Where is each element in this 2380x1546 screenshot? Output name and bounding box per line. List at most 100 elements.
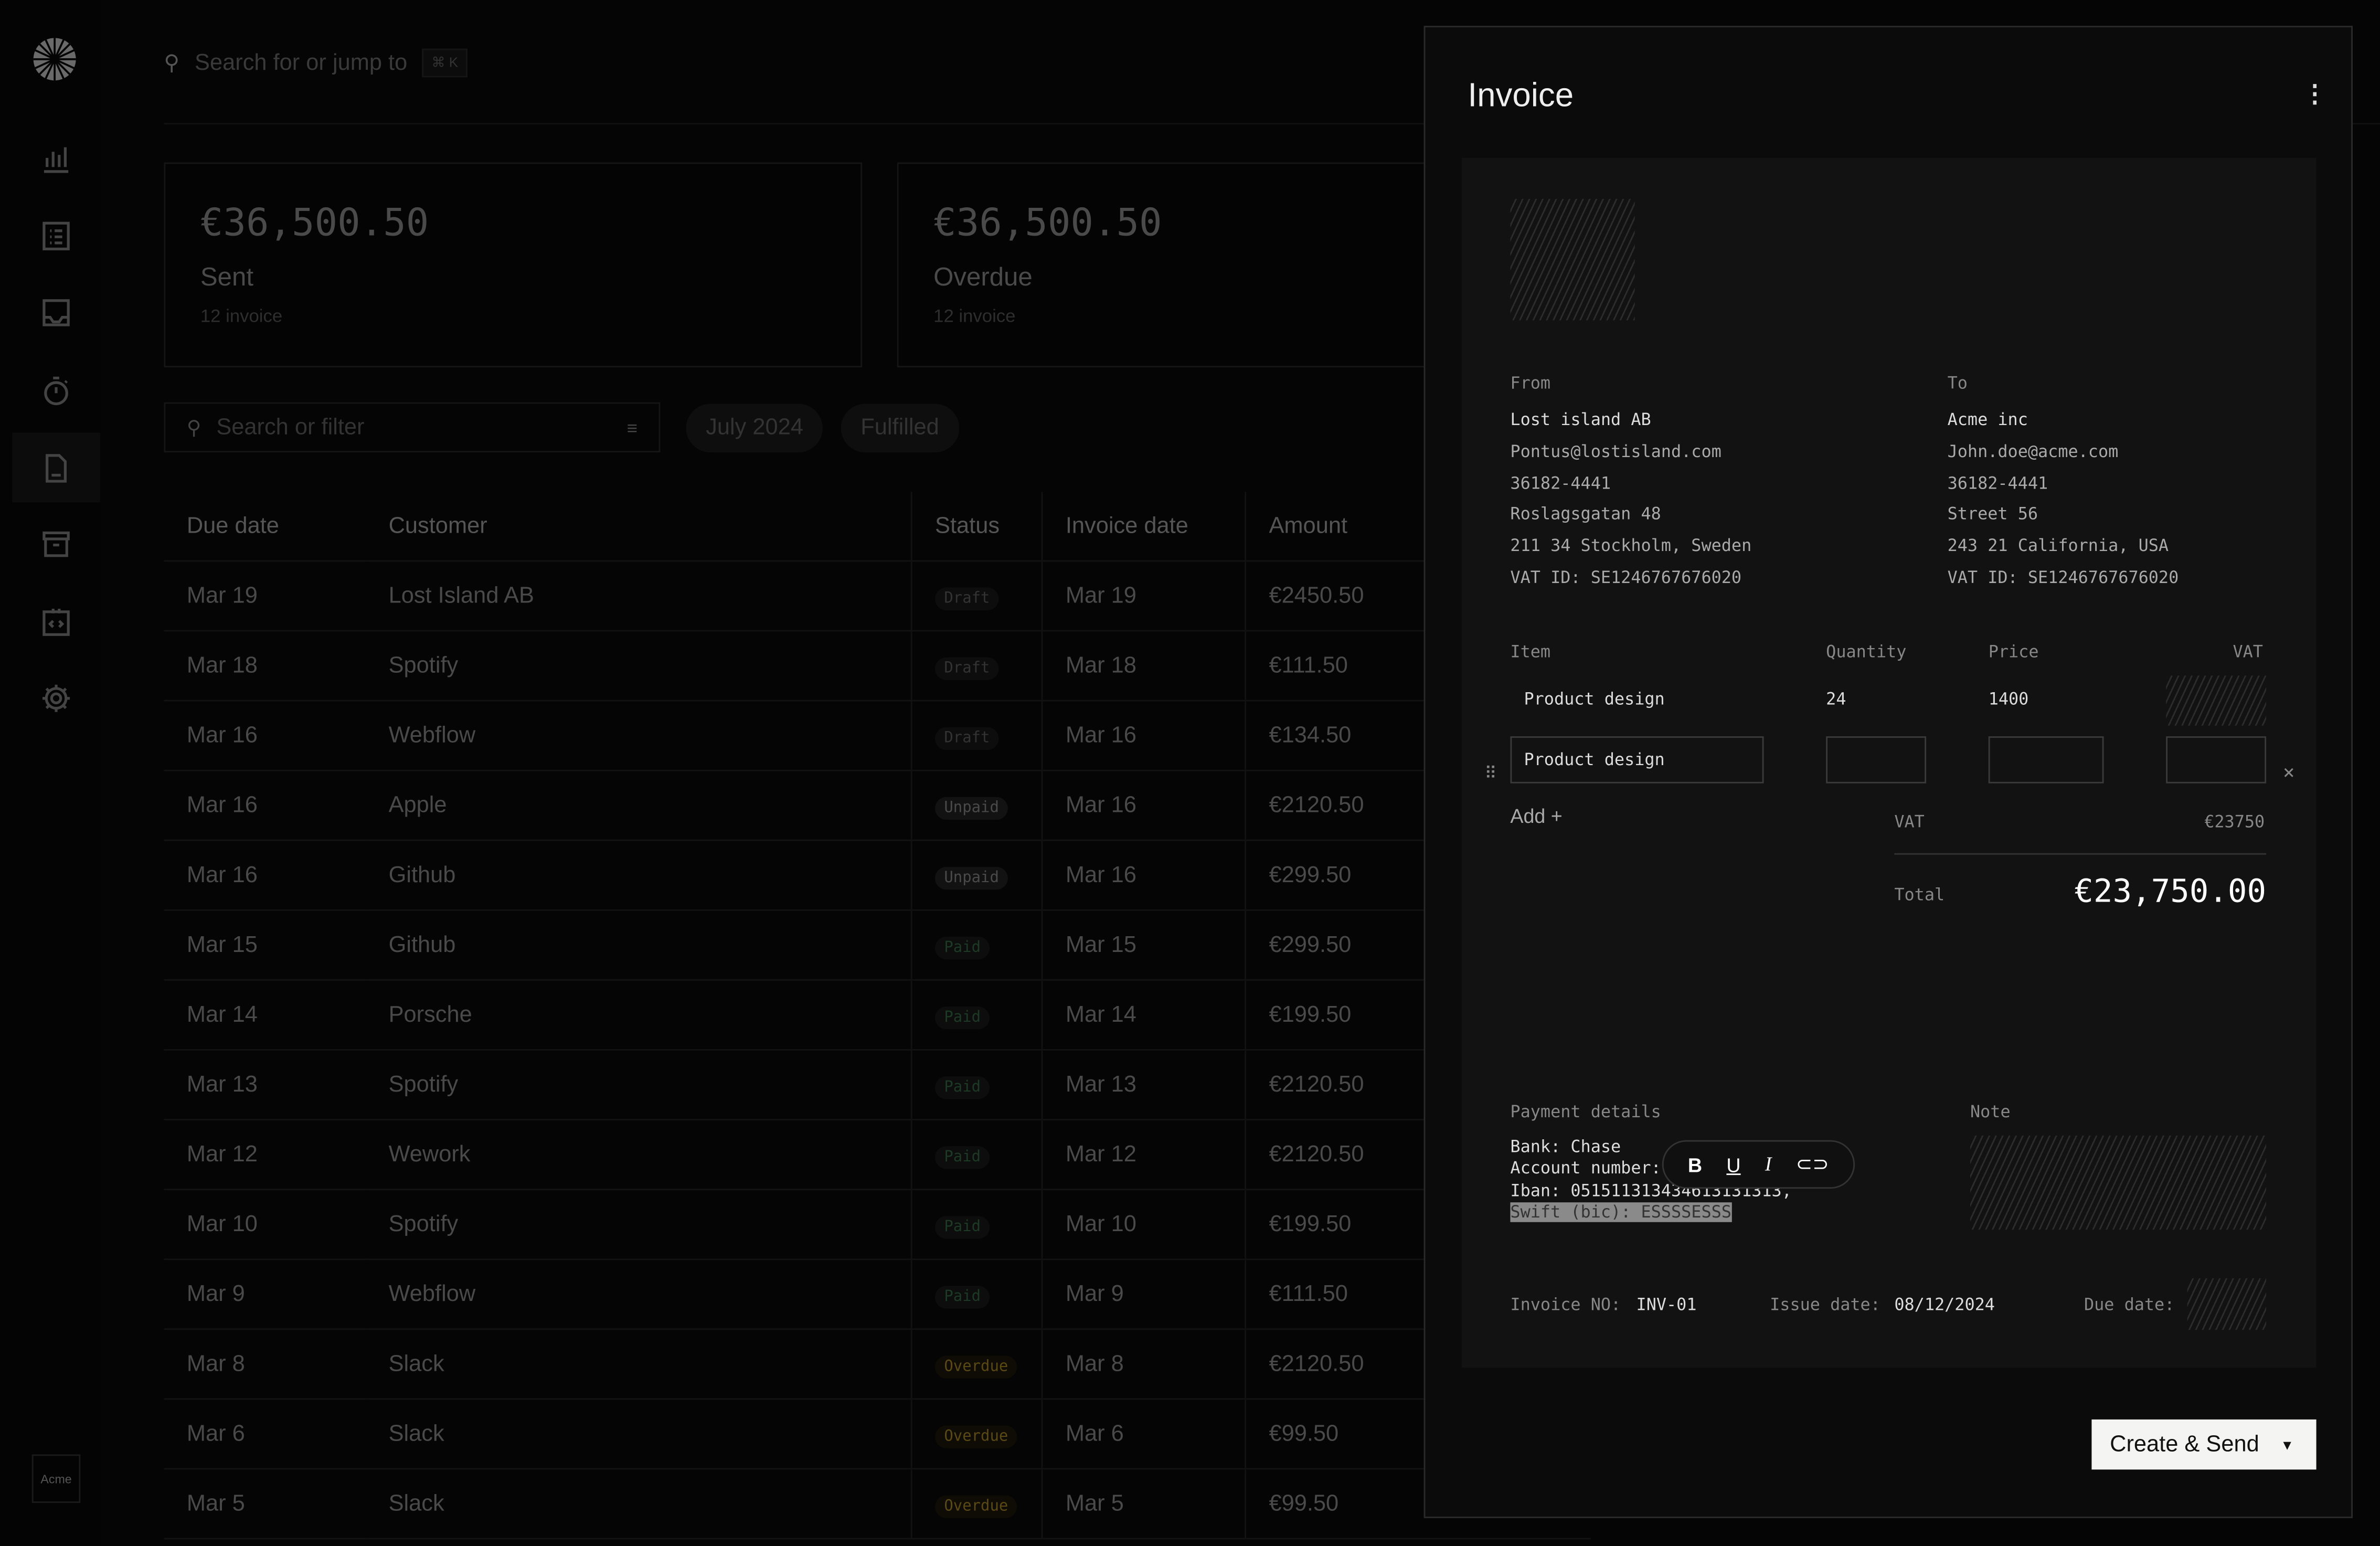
customer-cell: Spotify (366, 631, 912, 702)
due-date-cell: Mar 5 (164, 1468, 366, 1540)
table-row[interactable]: Mar 19 Lost Island AB Draft Mar 19 €2450.50 (164, 560, 1591, 632)
line-item-name-input[interactable]: Product design (1510, 736, 1764, 783)
payment-line[interactable]: Bank: Chase (1510, 1137, 1621, 1157)
to-address-line[interactable]: John.doe@acme.com (1947, 441, 2119, 461)
table-row[interactable]: Mar 16 Github Unpaid Mar 16 €299.50 (164, 840, 1591, 911)
line-item-vat[interactable] (2166, 675, 2267, 726)
from-address-line[interactable]: Lost island AB (1510, 410, 1651, 430)
line-item-quantity[interactable]: 24 (1826, 689, 1846, 709)
summary-card-sent[interactable]: €36,500.50 Sent 12 invoice (164, 162, 863, 368)
status-cell: Overdue (910, 1329, 1042, 1400)
invoice-no-value[interactable]: INV-01 (1636, 1295, 1697, 1315)
table-row[interactable]: Mar 5 Slack Overdue Mar 5 €99.50 (164, 1468, 1591, 1540)
from-address-line[interactable]: VAT ID: SE1246767676020 (1510, 567, 1742, 588)
due-date-cell: Mar 9 (164, 1259, 366, 1330)
due-date-input[interactable] (2187, 1278, 2267, 1330)
italic-button[interactable]: I (1765, 1152, 1772, 1176)
create-send-button[interactable]: Create & Send ▼ (2091, 1419, 2317, 1470)
issue-date-value[interactable]: 08/12/2024 (1894, 1295, 1995, 1315)
divider (164, 123, 2380, 125)
table-row[interactable]: Mar 12 Wework Paid Mar 12 €2120.50 (164, 1119, 1591, 1191)
customer-cell: Porsche (366, 980, 912, 1051)
add-item-button[interactable]: Add + (1510, 804, 1563, 828)
underline-button[interactable]: U (1726, 1153, 1741, 1176)
table-row[interactable]: Mar 8 Slack Overdue Mar 8 €2120.50 (164, 1329, 1591, 1400)
table-row[interactable]: Mar 16 Webflow Draft Mar 16 €134.50 (164, 701, 1591, 771)
filter-chip-date[interactable]: July 2024 (686, 404, 823, 453)
invoice-date-cell: Mar 10 (1041, 1189, 1246, 1261)
line-item-vat-input[interactable] (2166, 736, 2267, 783)
line-item-quantity-input[interactable] (1826, 736, 1927, 783)
status-cell: Overdue (910, 1399, 1042, 1470)
to-address-line[interactable]: 36182-4441 (1947, 473, 2048, 493)
button-label: Create & Send (2110, 1432, 2259, 1458)
bold-button[interactable]: B (1687, 1153, 1703, 1176)
code-icon (42, 609, 70, 636)
table-row[interactable]: Mar 13 Spotify Paid Mar 13 €2120.50 (164, 1050, 1591, 1120)
payment-line-selected[interactable]: Swift (bic): ESSSSESSS (1510, 1202, 1731, 1222)
divider (1894, 853, 2267, 855)
link-icon[interactable]: ⊂⊃ (1795, 1152, 1829, 1176)
line-item-price[interactable]: 1400 (1988, 689, 2029, 709)
table-row[interactable]: Mar 16 Apple Unpaid Mar 16 €2120.50 (164, 770, 1591, 841)
card-label: Overdue (933, 262, 1033, 292)
status-badge: Paid (935, 1005, 990, 1029)
from-address-line[interactable]: 36182-4441 (1510, 473, 1611, 493)
to-address-line[interactable]: Street 56 (1947, 504, 2038, 525)
line-item-name[interactable]: Product design (1524, 689, 1665, 709)
remove-item-icon[interactable]: × (2282, 762, 2295, 785)
column-invoice-date[interactable]: Invoice date (1041, 492, 1246, 562)
payment-line[interactable]: Account number: (1510, 1158, 1661, 1178)
due-date-cell: Mar 19 (164, 560, 366, 632)
to-address-line[interactable]: 243 21 California, USA (1947, 536, 2169, 556)
status-cell: Draft (910, 631, 1042, 702)
filter-icon[interactable]: ≡ (626, 417, 638, 438)
sidebar-item-inbox[interactable] (12, 278, 100, 347)
search-icon: ⚲ (186, 415, 201, 438)
status-badge: Paid (935, 1285, 990, 1308)
note-input[interactable] (1970, 1135, 2267, 1230)
customer-cell: Slack (366, 1329, 912, 1400)
sidebar-item-overview[interactable] (12, 123, 100, 193)
column-due-date[interactable]: Due date (164, 492, 366, 562)
invoice-date-cell: Mar 16 (1041, 701, 1246, 771)
table-row[interactable]: Mar 9 Webflow Paid Mar 9 €111.50 (164, 1259, 1591, 1330)
table-row[interactable]: Mar 18 Spotify Draft Mar 18 €111.50 (164, 631, 1591, 702)
to-address-line[interactable]: Acme inc (1947, 410, 2028, 430)
table-row[interactable]: Mar 14 Porsche Paid Mar 14 €199.50 (164, 980, 1591, 1051)
drag-handle-icon[interactable]: ⠿ (1484, 764, 1497, 783)
logo-upload-placeholder[interactable] (1510, 198, 1635, 321)
card-count: 12 invoice (200, 305, 283, 326)
logo-icon[interactable] (32, 36, 78, 82)
column-customer[interactable]: Customer (366, 492, 912, 562)
sheet-title: Invoice (1468, 76, 1574, 114)
quantity-header: Quantity (1826, 642, 1907, 662)
column-status[interactable]: Status (910, 492, 1042, 562)
document-icon (46, 454, 67, 483)
status-badge: Unpaid (935, 866, 1008, 889)
sidebar-item-invoices[interactable] (12, 432, 100, 503)
format-toolbar: B U I ⊂⊃ (1662, 1140, 1855, 1189)
status-badge: Paid (935, 1145, 990, 1169)
filter-chip-status[interactable]: Fulfilled (841, 404, 959, 453)
to-address-line[interactable]: VAT ID: SE1246767676020 (1947, 567, 2179, 588)
table-row[interactable]: Mar 6 Slack Overdue Mar 6 €99.50 (164, 1399, 1591, 1470)
filter-input[interactable]: ⚲ Search or filter ≡ (164, 402, 661, 453)
more-options-icon[interactable]: ⋮ (2302, 82, 2327, 108)
due-date-cell: Mar 18 (164, 631, 366, 702)
status-cell: Paid (910, 1259, 1042, 1330)
sidebar-item-apps[interactable] (12, 586, 100, 656)
chevron-down-icon[interactable]: ▼ (2280, 1437, 2294, 1453)
from-address-line[interactable]: Roslagsgatan 48 (1510, 504, 1661, 525)
sidebar-item-transactions[interactable] (12, 200, 100, 270)
table-row[interactable]: Mar 15 Github Paid Mar 15 €299.50 (164, 910, 1591, 981)
from-address-line[interactable]: Pontus@lostisland.com (1510, 441, 1722, 461)
sidebar-item-tracker[interactable] (12, 355, 100, 425)
from-address-line[interactable]: 211 34 Stockholm, Sweden (1510, 536, 1752, 556)
sidebar-item-settings[interactable] (12, 663, 100, 733)
sidebar-item-vault[interactable] (12, 509, 100, 578)
workspace-avatar[interactable]: Acme (31, 1454, 81, 1503)
table-row[interactable]: Mar 10 Spotify Paid Mar 10 €199.50 (164, 1189, 1591, 1261)
global-search[interactable]: ⚲ Search for or jump to ⌘ K (164, 48, 468, 78)
line-item-price-input[interactable] (1988, 736, 2104, 783)
